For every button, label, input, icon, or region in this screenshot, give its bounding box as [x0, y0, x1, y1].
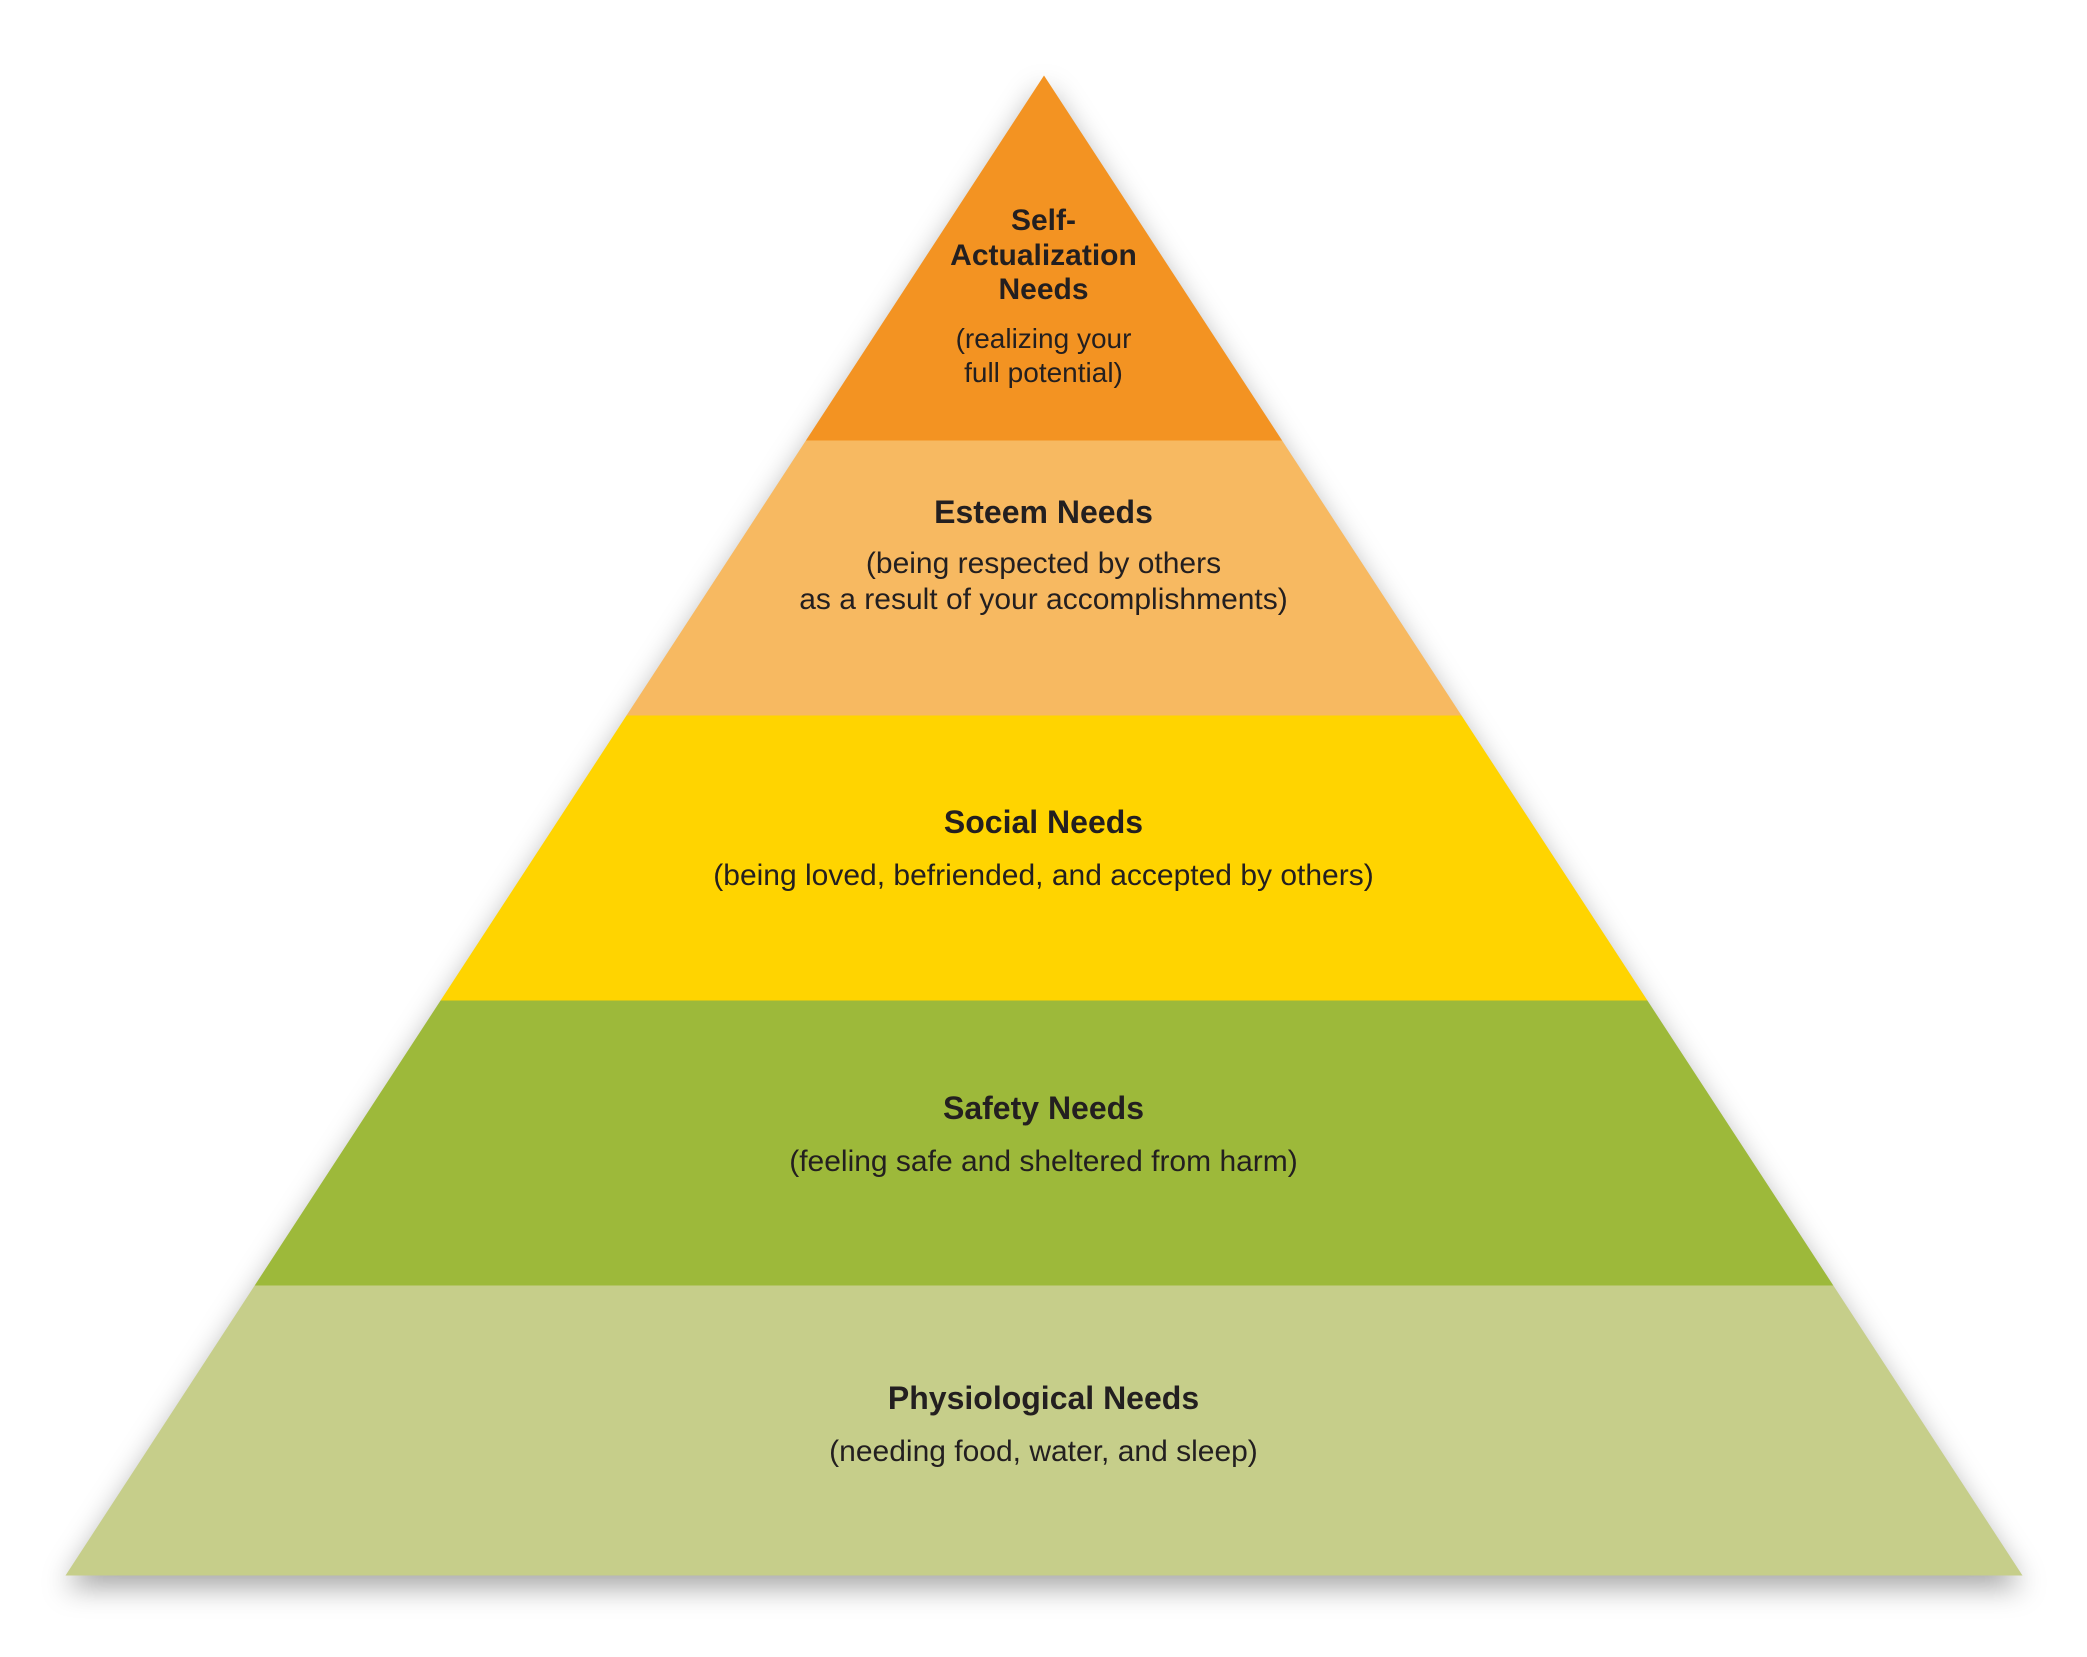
pyramid-level-self-actualization [805, 75, 1281, 440]
pyramid-svg [0, 0, 2087, 1657]
pyramid-level-esteem [626, 440, 1461, 715]
pyramid-level-safety [254, 1000, 1833, 1285]
pyramid-diagram: Self-ActualizationNeeds(realizing yourfu… [0, 0, 2087, 1657]
pyramid-level-physiological [65, 1285, 2022, 1575]
pyramid-level-social [440, 715, 1647, 1000]
